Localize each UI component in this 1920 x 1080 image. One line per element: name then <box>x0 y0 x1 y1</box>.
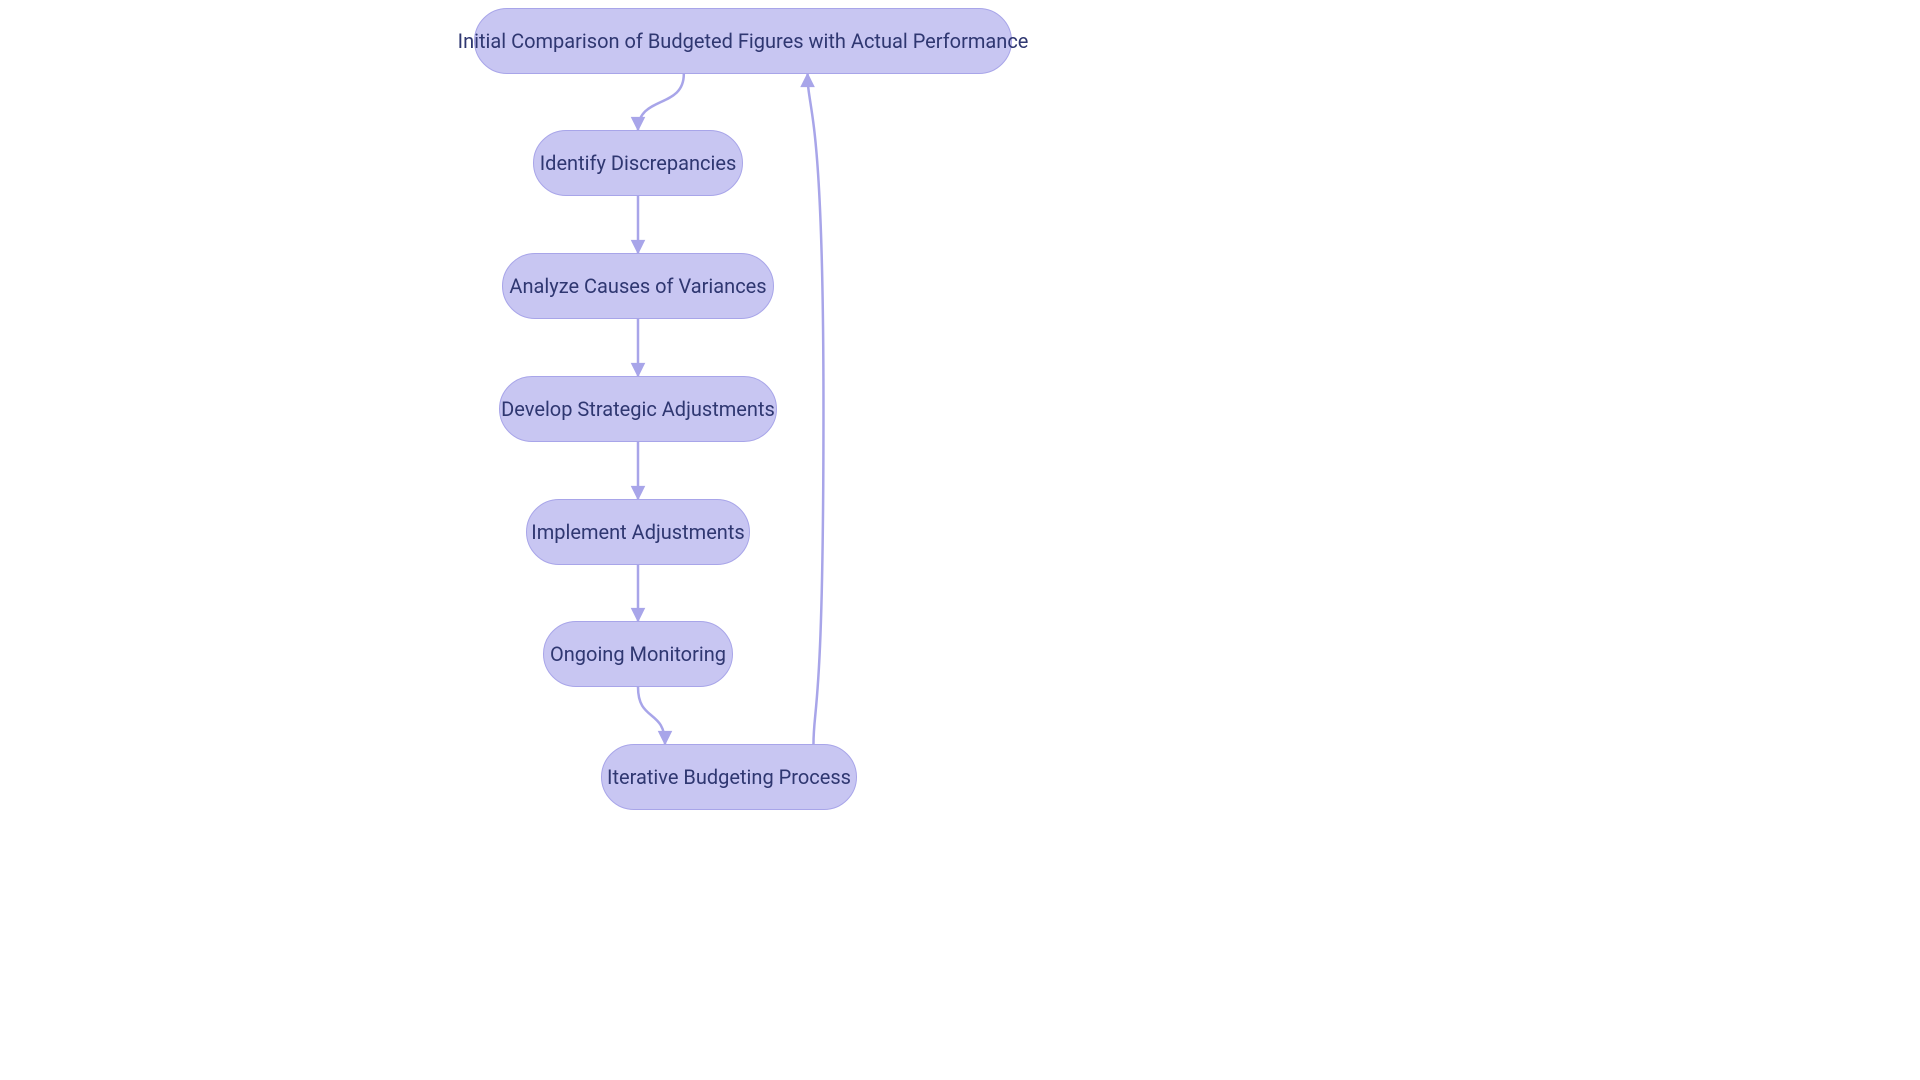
edges-layer <box>0 0 1920 1080</box>
edge-n5-n6 <box>638 687 665 744</box>
edge-n0-n1 <box>638 74 684 130</box>
flow-node-n3: Develop Strategic Adjustments <box>499 376 777 442</box>
flowchart-canvas: Initial Comparison of Budgeted Figures w… <box>0 0 1920 1080</box>
edge-n6-n0 <box>808 74 824 744</box>
flow-node-n0: Initial Comparison of Budgeted Figures w… <box>474 8 1012 74</box>
flow-node-n4: Implement Adjustments <box>526 499 750 565</box>
flow-node-n1: Identify Discrepancies <box>533 130 743 196</box>
flow-node-n6: Iterative Budgeting Process <box>601 744 857 810</box>
flow-node-n2: Analyze Causes of Variances <box>502 253 774 319</box>
flow-node-n5: Ongoing Monitoring <box>543 621 733 687</box>
